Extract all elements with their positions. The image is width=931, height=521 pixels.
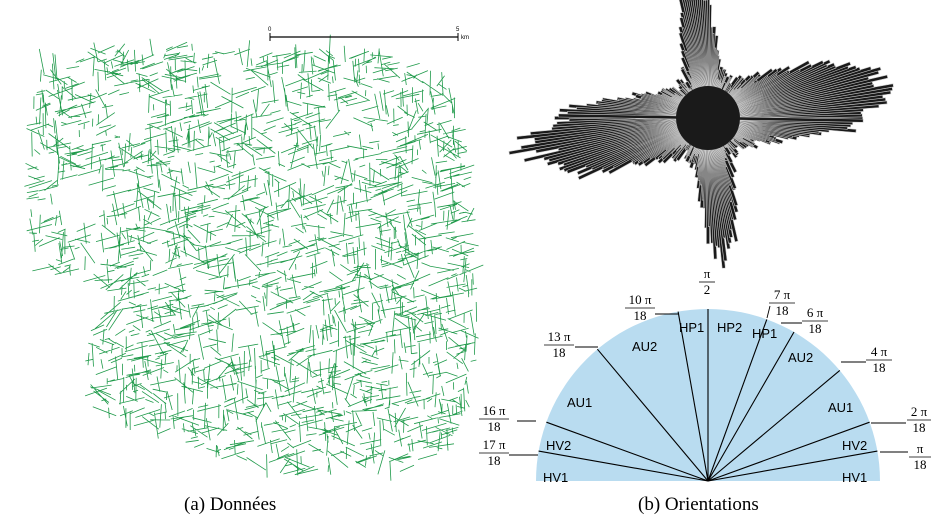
svg-text:10 π: 10 π: [629, 292, 652, 307]
boundary-ray: [538, 450, 709, 482]
caption-a: (a) Données: [184, 494, 277, 515]
svg-text:18: 18: [488, 453, 501, 468]
svg-text:4 π: 4 π: [871, 344, 888, 359]
caption-b: (b) Orientations: [638, 494, 759, 515]
label-leaders: [509, 305, 908, 456]
sector-label: HP1: [679, 320, 704, 335]
scale-bar: 0 5 km: [268, 27, 469, 41]
boundary-label-7pi-18: 7 π 18: [769, 287, 795, 318]
orientation-semicircle: [509, 305, 908, 482]
boundary-label-2pi-18: 2 π 18: [907, 404, 931, 435]
boundary-label-6pi-18: 6 π 18: [802, 305, 828, 336]
sector-label: HV2: [546, 438, 571, 453]
boundary-ray: [596, 348, 709, 482]
boundary-label-13pi-18: 13 π 18: [544, 329, 574, 360]
sector-label: HP1: [752, 326, 777, 341]
svg-text:18: 18: [776, 303, 789, 318]
svg-text:2 π: 2 π: [911, 404, 928, 419]
svg-text:2: 2: [704, 282, 711, 297]
sector-label: AU1: [828, 400, 853, 415]
boundary-label-16pi-18: 16 π 18: [479, 403, 509, 434]
svg-text:π: π: [917, 441, 924, 456]
svg-text:13 π: 13 π: [548, 329, 571, 344]
boundary-rays: [538, 309, 878, 482]
svg-text:18: 18: [488, 419, 501, 434]
sector-label: HV1: [842, 470, 867, 485]
parcel-line-map: [24, 34, 484, 481]
boundary-ray: [707, 319, 768, 482]
svg-text:18: 18: [809, 321, 822, 336]
svg-text:18: 18: [873, 360, 886, 375]
scale-start-label: 0: [268, 27, 272, 33]
boundary-label-10pi-18: 10 π 18: [625, 292, 655, 323]
boundary-label-17pi-18: 17 π 18: [479, 437, 509, 468]
sector-label: AU2: [788, 350, 813, 365]
scale-unit-label: km: [461, 35, 469, 41]
boundary-label-pi-2: π 2: [699, 266, 715, 297]
svg-text:6 π: 6 π: [807, 305, 824, 320]
svg-text:π: π: [704, 266, 711, 281]
svg-text:16 π: 16 π: [483, 403, 506, 418]
svg-text:18: 18: [913, 420, 926, 435]
boundary-label-4pi-18: 4 π 18: [866, 344, 892, 375]
sector-label: AU2: [632, 339, 657, 354]
boundary-ray: [707, 450, 878, 482]
boundary-ray: [707, 421, 870, 482]
orientation-rose: [508, 0, 894, 269]
svg-text:18: 18: [914, 457, 927, 472]
boundary-ray: [546, 421, 709, 482]
scale-end-label: 5: [456, 27, 460, 33]
sector-label: HV1: [543, 470, 568, 485]
parcel-lines: [24, 34, 484, 481]
svg-text:17 π: 17 π: [483, 437, 506, 452]
boundary-ray: [677, 311, 709, 482]
boundary-ray: [707, 369, 841, 482]
rose-core: [676, 86, 740, 150]
sector-label: AU1: [567, 395, 592, 410]
svg-text:7 π: 7 π: [774, 287, 791, 302]
boundary-ray: [707, 331, 795, 482]
svg-text:18: 18: [553, 345, 566, 360]
sector-label: HV2: [842, 438, 867, 453]
svg-text:18: 18: [634, 308, 647, 323]
sector-label: HP2: [717, 320, 742, 335]
boundary-label-pi-18: π 18: [909, 441, 931, 472]
label-leader: [766, 305, 771, 319]
